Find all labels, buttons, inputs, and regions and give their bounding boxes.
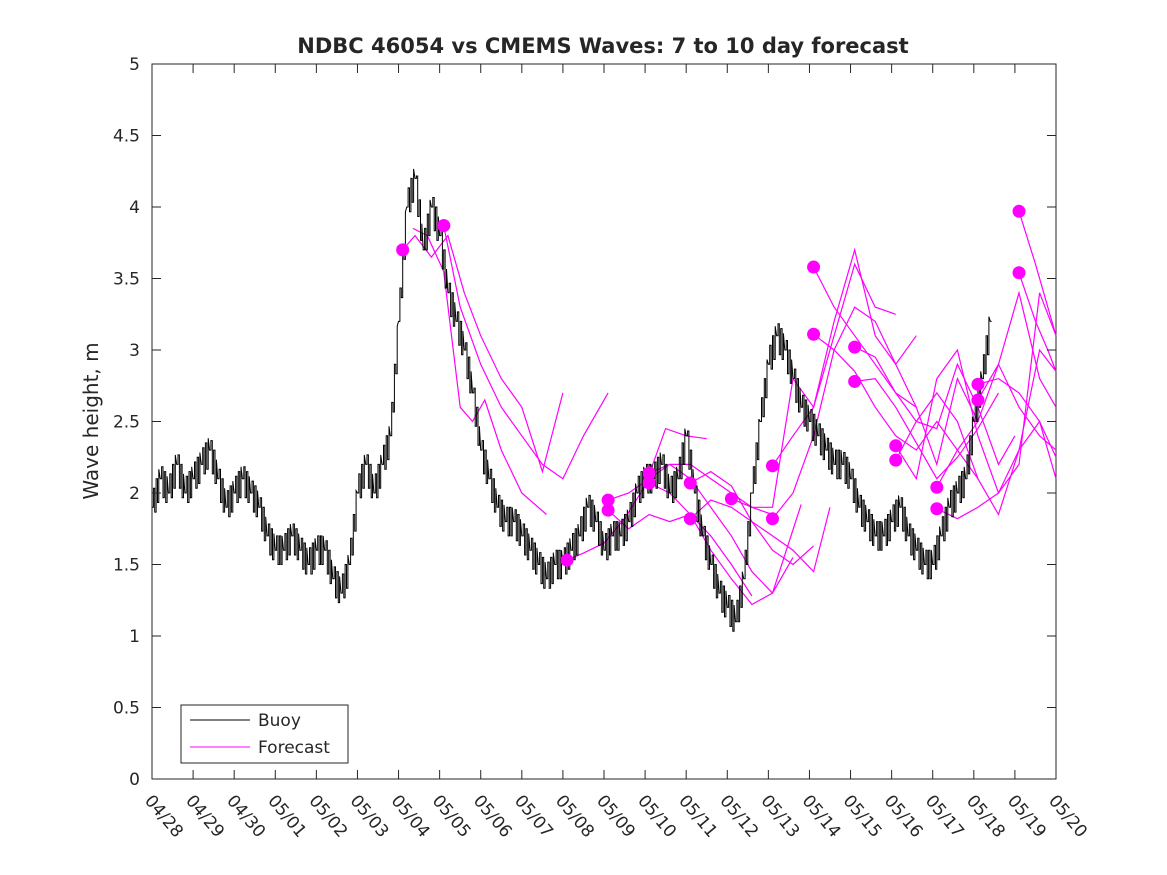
- x-tick-label: 05/13: [757, 791, 804, 841]
- forecast-start-markers: [396, 204, 1026, 567]
- forecast-start-point: [1012, 266, 1026, 280]
- forecast-line: [443, 225, 609, 480]
- forecast-start-point: [601, 503, 615, 517]
- x-tick-label: 05/10: [633, 791, 680, 841]
- forecast-line: [648, 482, 802, 606]
- x-tick-label: 05/04: [387, 791, 434, 841]
- forecast-start-point: [396, 243, 410, 257]
- forecast-line: [566, 427, 707, 561]
- forecast-start-point: [930, 480, 944, 494]
- y-tick-label: 1: [129, 627, 140, 647]
- forecast-start-point: [642, 466, 656, 480]
- legend-buoy-label: Buoy: [258, 711, 301, 731]
- x-tick-label: 04/28: [140, 791, 187, 841]
- y-tick-label: 0: [129, 770, 140, 790]
- forecast-line: [772, 306, 917, 520]
- x-tick-label: 05/07: [510, 791, 557, 841]
- chart-title: NDBC 46054 vs CMEMS Waves: 7 to 10 day f…: [297, 34, 908, 58]
- legend: Buoy Forecast: [180, 704, 349, 764]
- y-tick-label: 0.5: [113, 699, 140, 719]
- forecast-start-point: [848, 340, 862, 354]
- x-tick-label: 05/19: [1003, 791, 1050, 841]
- x-tick-label: 05/18: [962, 791, 1009, 841]
- x-tick-label: 05/02: [305, 791, 352, 841]
- x-tick-label: 05/15: [839, 791, 886, 841]
- forecast-start-point: [889, 453, 903, 467]
- forecast-start-point: [560, 553, 574, 567]
- forecast-start-point: [765, 459, 779, 473]
- forecast-start-point: [437, 219, 451, 233]
- x-tick-label: 04/30: [222, 791, 269, 841]
- forecast-start-point: [765, 512, 779, 526]
- forecast-line: [1018, 211, 1057, 336]
- forecast-start-point: [848, 374, 862, 388]
- x-tick-label: 05/20: [1044, 791, 1091, 841]
- x-tick-label: 05/08: [551, 791, 598, 841]
- y-axis-label: Wave height, m: [79, 342, 103, 499]
- legend-forecast-label: Forecast: [258, 738, 330, 758]
- y-tick-label: 2: [129, 484, 140, 504]
- forecast-line: [648, 463, 794, 595]
- plot-frame: [151, 63, 1057, 780]
- x-tick-label: 05/14: [798, 791, 845, 841]
- forecast-start-point: [807, 327, 821, 341]
- forecast-start-point: [683, 512, 697, 526]
- forecast-start-point: [930, 502, 944, 516]
- x-tick-label: 05/16: [880, 791, 927, 841]
- x-tick-label: 05/17: [921, 791, 968, 841]
- y-tick-label: 3.5: [113, 270, 140, 290]
- forecast-start-point: [642, 476, 656, 490]
- y-tick-label: 5: [129, 55, 140, 75]
- x-tick-label: 05/01: [263, 791, 310, 841]
- y-tick-label: 2.5: [113, 413, 140, 433]
- forecast-line: [689, 499, 831, 573]
- buoy-series-group: [152, 168, 992, 632]
- forecast-start-point: [1012, 204, 1026, 218]
- x-tick-label: 05/09: [592, 791, 639, 841]
- forecast-line: [813, 333, 979, 480]
- plot-area: [151, 63, 1057, 780]
- legend-box: [180, 704, 349, 764]
- forecast-start-point: [724, 492, 738, 506]
- y-tick-label: 4.5: [113, 127, 140, 147]
- forecast-start-point: [971, 393, 985, 407]
- x-tick-label: 05/05: [428, 791, 475, 841]
- x-tick-label: 05/06: [469, 791, 516, 841]
- forecast-line: [977, 290, 1057, 408]
- forecast-line: [854, 346, 1016, 466]
- x-tick-label: 04/29: [181, 791, 228, 841]
- forecast-start-point: [683, 476, 697, 490]
- forecast-start-point: [889, 439, 903, 453]
- forecast-start-point: [807, 260, 821, 274]
- y-axis-ticks: 0 0.5 1 1.5 2 2.5 3 3.5 4 4.5 5: [113, 55, 1056, 790]
- x-tick-label: 05/12: [715, 791, 762, 841]
- x-tick-label: 05/11: [674, 791, 721, 841]
- x-tick-label: 05/03: [346, 791, 393, 841]
- forecast-line: [772, 247, 917, 467]
- y-tick-label: 4: [129, 198, 140, 218]
- forecast-line: [854, 377, 1000, 480]
- forecast-line: [1018, 272, 1057, 372]
- forecast-start-point: [601, 493, 615, 507]
- buoy-line: [152, 168, 992, 632]
- y-tick-label: 3: [129, 341, 140, 361]
- forecast-line: [977, 377, 1057, 458]
- forecast-line: [895, 348, 1057, 516]
- forecast-line: [412, 227, 547, 515]
- y-tick-label: 1.5: [113, 556, 140, 576]
- forecast-start-point: [971, 377, 985, 391]
